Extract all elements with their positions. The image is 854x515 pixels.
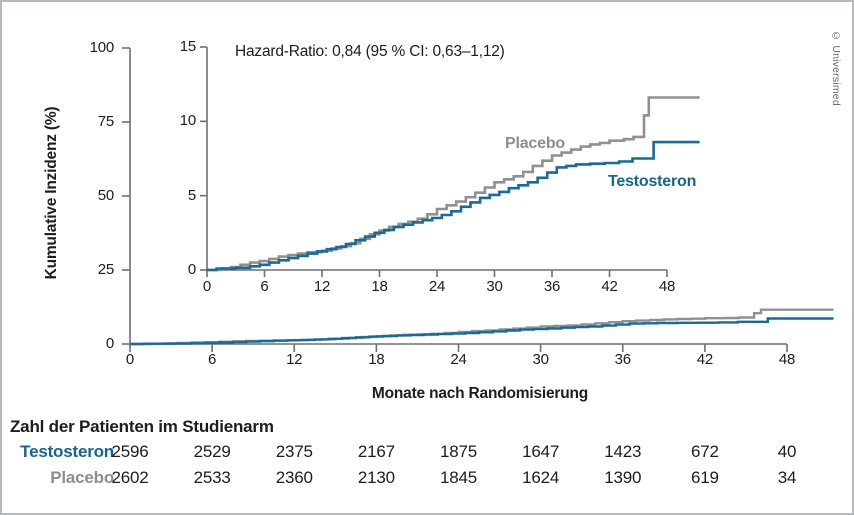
risk-count: 1423 bbox=[604, 442, 642, 461]
main-y-tick-label: 75 bbox=[97, 113, 114, 130]
risk-table-title: Zahl der Patienten im Studienarm bbox=[10, 417, 274, 436]
risk-count: 40 bbox=[777, 442, 797, 461]
main-x-tick-label: 6 bbox=[208, 351, 217, 368]
main-x-tick-label: 18 bbox=[368, 351, 385, 368]
main-y-tick-label: 25 bbox=[97, 261, 114, 278]
series-label-placebo: Placebo bbox=[505, 135, 565, 152]
inset-x-tick-label: 12 bbox=[313, 278, 331, 295]
series-curve bbox=[130, 308, 834, 346]
risk-count: 1875 bbox=[439, 442, 478, 461]
main-x-tick-label: 48 bbox=[778, 351, 796, 368]
series-curve bbox=[207, 96, 700, 272]
risk-row-label-testosteron: Testosteron bbox=[20, 442, 114, 461]
risk-count: 2375 bbox=[275, 442, 313, 461]
main-x-tick-label: 24 bbox=[450, 351, 467, 368]
risk-count: 2529 bbox=[193, 442, 231, 461]
inset-y-tick-label: 15 bbox=[179, 38, 196, 55]
inset-y-tick-label: 5 bbox=[187, 186, 196, 204]
main-y-tick-label: 100 bbox=[89, 39, 115, 56]
risk-count: 1845 bbox=[439, 468, 478, 487]
main-x-tick-label: 12 bbox=[286, 351, 303, 368]
inset-x-tick-label: 24 bbox=[428, 278, 446, 295]
risk-count: 2360 bbox=[275, 468, 313, 487]
risk-count: 2130 bbox=[357, 468, 395, 487]
inset-x-tick-label: 18 bbox=[371, 278, 388, 295]
risk-count: 34 bbox=[777, 468, 797, 487]
main-x-tick-label: 36 bbox=[614, 351, 631, 368]
inset-x-tick-label: 30 bbox=[486, 278, 503, 295]
inset-x-tick-label: 0 bbox=[202, 278, 212, 295]
risk-count: 619 bbox=[690, 468, 719, 487]
series-label-testosteron: Testosteron bbox=[608, 173, 697, 190]
inset-x-tick-label: 6 bbox=[260, 278, 269, 295]
series-curve bbox=[207, 140, 700, 272]
risk-count: 1624 bbox=[522, 468, 560, 487]
y-axis-title: Kumulative Inzidenz (%) bbox=[43, 106, 60, 280]
risk-count: 2596 bbox=[111, 442, 149, 461]
inset-y-tick-label: 10 bbox=[179, 112, 196, 130]
inset-x-tick-label: 36 bbox=[543, 278, 561, 295]
x-axis-title: Monate nach Randomisierung bbox=[371, 385, 589, 402]
risk-count: 2533 bbox=[193, 468, 231, 487]
hazard-ratio-annotation: Hazard-Ratio: 0,84 (95 % CI: 0,63–1,12) bbox=[235, 43, 505, 60]
risk-count: 2167 bbox=[357, 442, 395, 461]
risk-count: 2602 bbox=[111, 468, 149, 487]
inset-x-tick-label: 42 bbox=[601, 278, 618, 295]
main-x-tick-label: 0 bbox=[125, 351, 135, 368]
main-y-tick-label: 0 bbox=[105, 335, 114, 352]
inset-x-tick-label: 48 bbox=[658, 278, 676, 295]
inset-y-tick-label: 0 bbox=[187, 261, 196, 278]
risk-count: 672 bbox=[690, 442, 719, 461]
main-y-tick-label: 50 bbox=[97, 187, 114, 204]
risk-count: 1647 bbox=[522, 442, 560, 461]
main-x-tick-label: 30 bbox=[532, 351, 549, 368]
risk-count: 1390 bbox=[604, 468, 642, 487]
series-curve bbox=[130, 317, 834, 346]
copyright-watermark: © Universimed bbox=[830, 30, 842, 106]
main-x-tick-label: 42 bbox=[696, 351, 714, 368]
risk-row-label-placebo: Placebo bbox=[50, 468, 114, 487]
